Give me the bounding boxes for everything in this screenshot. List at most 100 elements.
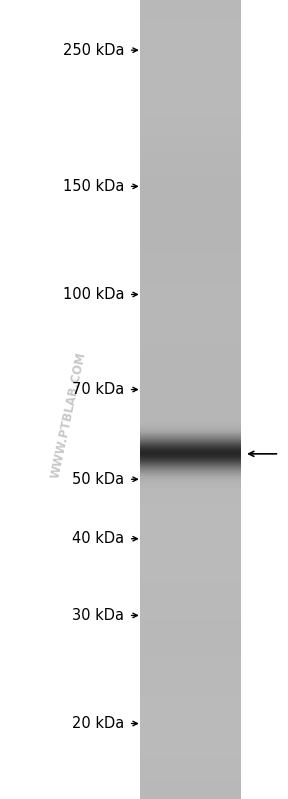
Bar xyxy=(140,30,241,32)
Bar xyxy=(140,722,241,725)
Bar xyxy=(140,219,241,221)
Bar xyxy=(140,35,241,38)
Text: 150 kDa: 150 kDa xyxy=(63,179,124,194)
Bar xyxy=(140,485,241,486)
Bar xyxy=(140,423,241,425)
Bar xyxy=(140,730,241,733)
Bar xyxy=(140,718,241,721)
Bar xyxy=(140,467,241,470)
Bar xyxy=(140,439,241,440)
Bar xyxy=(140,650,241,654)
Bar xyxy=(140,105,241,108)
Bar xyxy=(140,548,241,551)
Bar xyxy=(140,387,241,390)
Bar xyxy=(140,444,241,447)
Bar xyxy=(140,231,241,233)
Bar xyxy=(140,638,241,641)
Bar xyxy=(140,780,241,783)
Bar xyxy=(140,570,241,574)
Bar xyxy=(140,476,241,479)
Bar xyxy=(140,446,241,447)
Bar xyxy=(140,227,241,230)
Bar xyxy=(140,782,241,785)
Bar xyxy=(140,97,241,100)
Bar xyxy=(140,473,241,475)
Bar xyxy=(140,317,241,320)
Bar xyxy=(140,487,241,489)
Bar xyxy=(140,676,241,679)
Bar xyxy=(140,319,241,321)
Bar xyxy=(140,740,241,743)
Bar xyxy=(140,421,241,422)
Bar xyxy=(140,471,241,473)
Bar xyxy=(140,539,241,542)
Bar xyxy=(140,441,241,443)
Bar xyxy=(140,293,241,296)
Bar xyxy=(140,786,241,789)
Bar xyxy=(140,251,241,254)
Bar xyxy=(140,247,241,249)
Bar xyxy=(140,670,241,673)
Bar xyxy=(140,750,241,753)
Bar xyxy=(140,427,241,429)
Bar xyxy=(140,179,241,182)
Bar xyxy=(140,131,241,133)
Bar xyxy=(140,449,241,451)
Bar xyxy=(140,109,241,112)
Bar xyxy=(140,439,241,441)
Bar xyxy=(140,157,241,160)
Bar xyxy=(140,505,241,507)
Bar xyxy=(140,732,241,735)
Bar xyxy=(140,486,241,487)
Bar xyxy=(140,435,241,438)
Bar xyxy=(140,443,241,446)
Bar xyxy=(140,443,241,445)
Bar xyxy=(140,283,241,286)
Bar xyxy=(140,361,241,364)
Bar xyxy=(140,252,241,256)
Bar xyxy=(140,321,241,324)
Bar xyxy=(140,614,241,617)
Bar xyxy=(140,34,241,36)
Bar xyxy=(140,303,241,305)
Bar xyxy=(140,772,241,775)
Bar xyxy=(140,523,241,526)
Bar xyxy=(140,481,241,482)
Bar xyxy=(140,53,241,56)
Bar xyxy=(140,646,241,649)
Bar xyxy=(140,633,241,635)
Bar xyxy=(140,620,241,623)
Bar xyxy=(140,439,241,441)
Bar xyxy=(140,203,241,205)
Bar xyxy=(140,662,241,665)
Bar xyxy=(140,467,241,469)
Bar xyxy=(140,113,241,116)
Bar xyxy=(140,761,241,763)
Bar xyxy=(140,452,241,455)
Bar xyxy=(140,507,241,510)
Bar xyxy=(140,183,241,186)
Bar xyxy=(140,777,241,779)
Bar xyxy=(140,654,241,657)
Bar xyxy=(140,125,241,128)
Bar xyxy=(140,625,241,627)
Bar xyxy=(140,641,241,643)
Bar xyxy=(140,690,241,693)
Bar xyxy=(140,788,241,791)
Bar xyxy=(140,43,241,46)
Bar xyxy=(140,95,241,98)
Bar xyxy=(140,491,241,493)
Bar xyxy=(140,612,241,615)
Bar xyxy=(140,107,241,109)
Bar xyxy=(140,173,241,176)
Bar xyxy=(140,127,241,129)
Bar xyxy=(140,281,241,284)
Bar xyxy=(140,519,241,522)
Bar xyxy=(140,187,241,190)
Bar xyxy=(140,26,241,28)
Bar xyxy=(140,483,241,485)
Bar xyxy=(140,694,241,697)
Bar xyxy=(140,423,241,425)
Bar xyxy=(140,734,241,737)
Bar xyxy=(140,159,241,161)
